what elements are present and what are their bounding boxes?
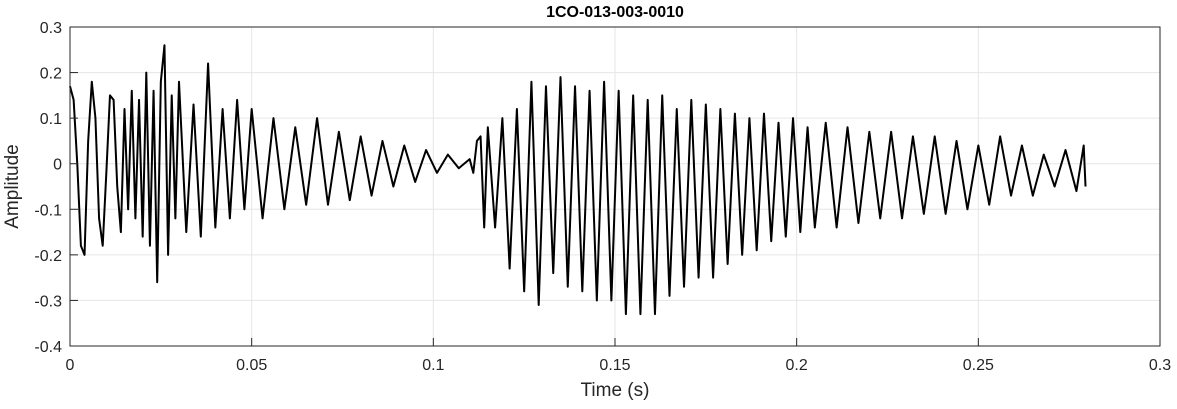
y-axis-label: Amplitude [2,144,23,229]
x-tick-label: 0.05 [236,357,267,374]
y-tick-label: -0.1 [34,202,62,219]
y-tick-label: -0.2 [34,248,62,265]
y-tick-label: -0.4 [34,339,62,356]
y-tick-label: 0.1 [40,111,62,128]
x-axis-label: Time (s) [581,380,650,401]
x-tick-label: 0.15 [599,357,630,374]
x-tick-label: 0.25 [963,357,994,374]
chart-title: 1CO-013-003-0010 [546,4,684,21]
y-tick-label: 0.3 [40,20,62,37]
y-tick-label: 0.2 [40,66,62,83]
x-tick-label: 0.1 [422,357,444,374]
waveform-line [69,44,1087,316]
x-tick-label: 0.2 [786,357,808,374]
axis-ticks: 0 0.05 0.1 0.15 0.2 0.25 0.3 -0.4 -0.3 -0.2 -0.1 0 0… [34,20,1171,374]
y-tick-label: -0.3 [34,293,62,310]
x-tick-label: 0.3 [1149,357,1171,374]
x-tick-label: 0 [66,357,75,374]
y-tick-label: 0 [53,157,62,174]
